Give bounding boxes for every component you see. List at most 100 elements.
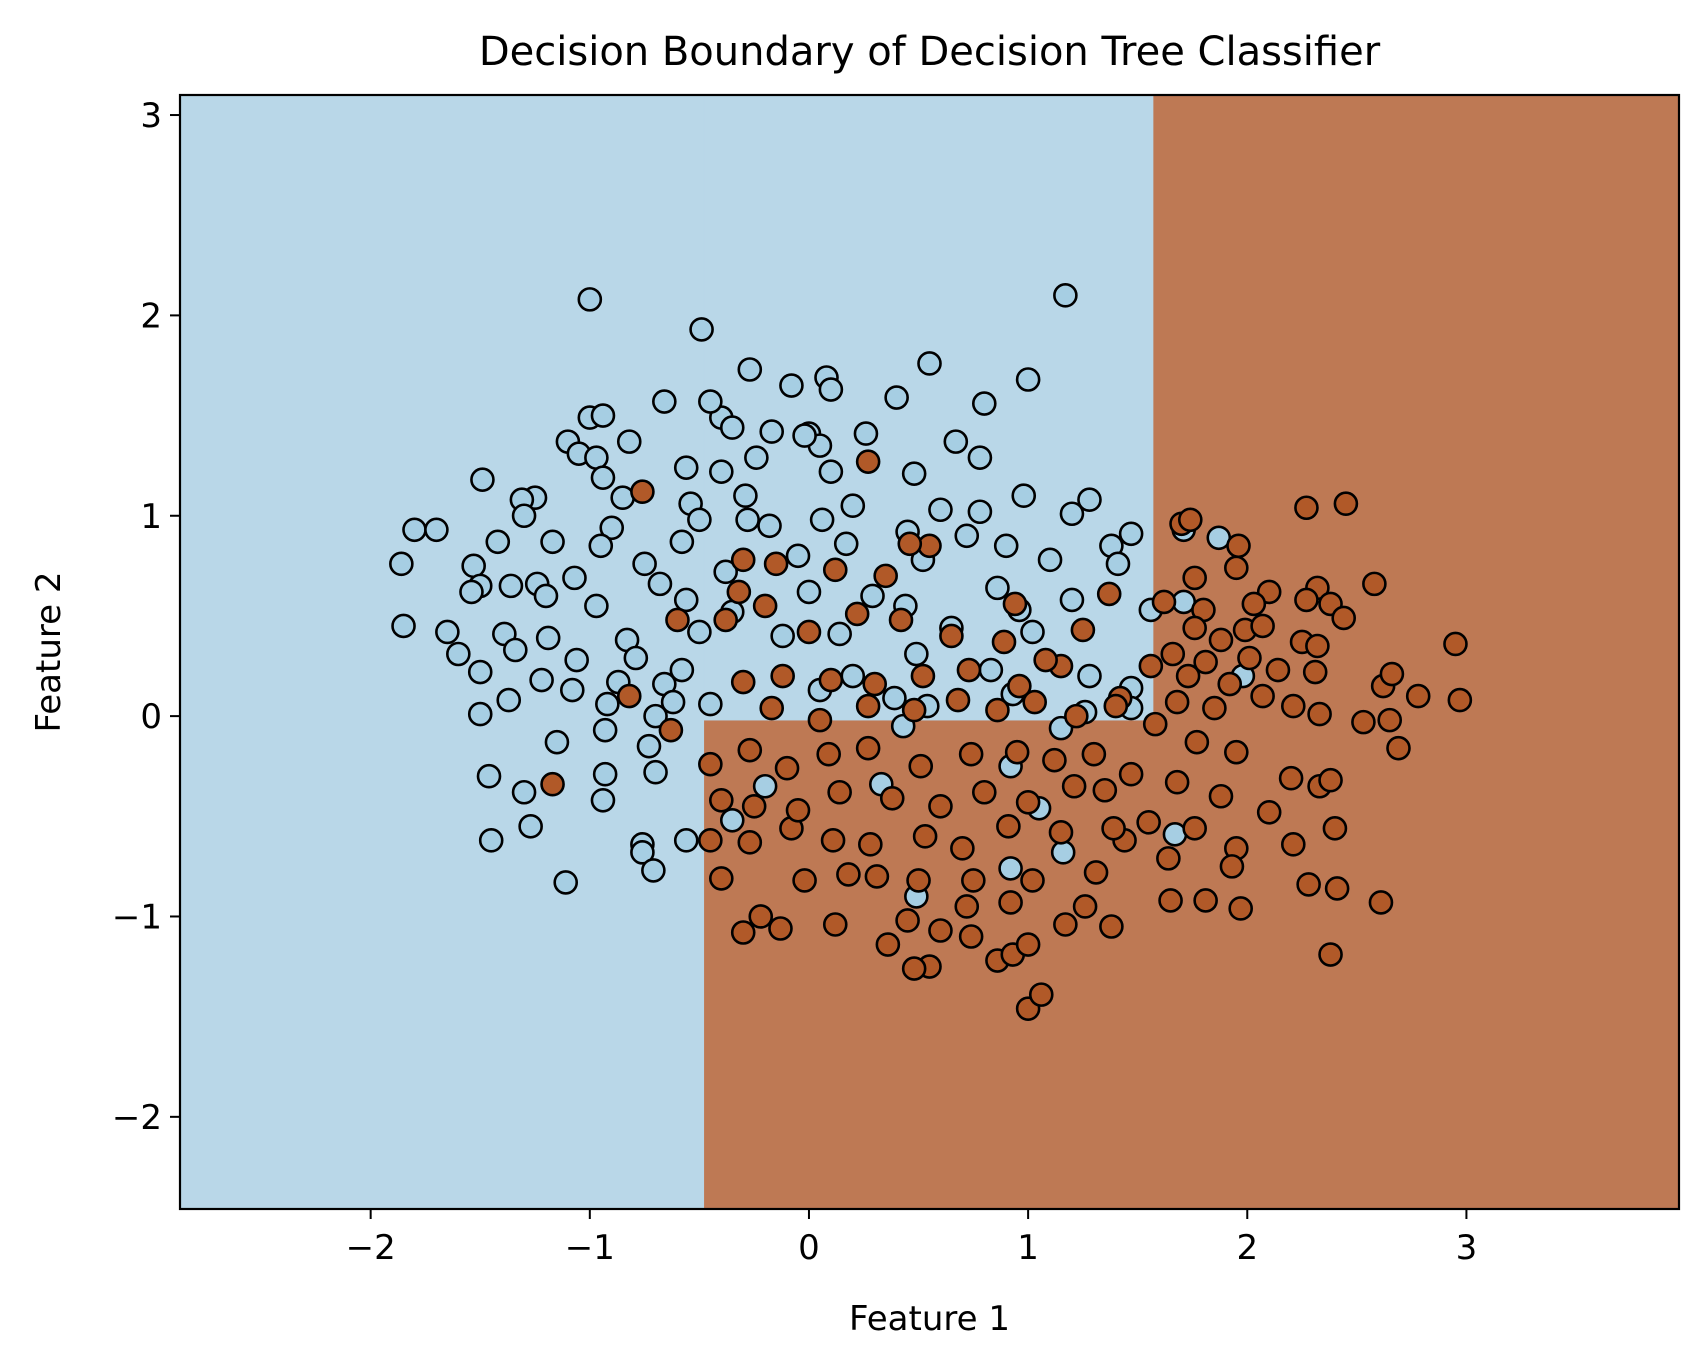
data-point-class-0	[478, 828, 504, 853]
data-point-class-1	[1156, 846, 1181, 871]
data-point-class-0	[590, 465, 616, 490]
data-point-class-0	[459, 579, 484, 605]
data-point-class-1	[855, 449, 881, 474]
data-point-class-1	[1302, 659, 1328, 685]
data-point-class-0	[1011, 483, 1037, 509]
data-point-class-1	[1193, 649, 1218, 675]
data-point-class-1	[1002, 591, 1028, 617]
data-point-class-1	[1175, 663, 1201, 689]
data-point-class-0	[840, 493, 866, 519]
data-point-class-1	[1324, 876, 1350, 901]
data-point-class-1	[698, 828, 723, 853]
data-point-class-0	[389, 551, 414, 577]
data-point-class-0	[641, 858, 666, 883]
data-point-class-0	[424, 517, 449, 543]
data-point-class-1	[1202, 695, 1227, 721]
data-point-class-0	[391, 613, 416, 639]
data-point-class-1	[1151, 589, 1177, 615]
data-point-class-1	[1307, 701, 1332, 727]
data-point-class-0	[1015, 367, 1041, 392]
decision-region-class-1	[1152, 94, 1680, 1210]
data-point-class-0	[833, 531, 859, 557]
data-point-class-1	[901, 697, 927, 723]
data-point-class-0	[559, 677, 585, 703]
data-point-class-1	[1138, 653, 1164, 679]
data-point-class-1	[1333, 491, 1359, 517]
data-point-class-1	[958, 741, 984, 767]
data-point-class-0	[759, 419, 785, 444]
data-point-class-0	[687, 507, 712, 533]
data-point-class-1	[958, 924, 984, 949]
data-point-class-1	[658, 717, 684, 743]
data-point-class-1	[910, 663, 936, 689]
data-point-class-0	[647, 571, 673, 597]
data-point-class-0	[467, 659, 493, 685]
decision-region-class-0	[179, 94, 705, 1210]
data-point-class-1	[730, 669, 756, 695]
data-point-class-1	[1092, 777, 1118, 803]
data-point-class-0	[719, 808, 745, 833]
data-point-class-1	[1265, 657, 1291, 683]
data-point-class-1	[1004, 739, 1030, 765]
data-point-class-0	[943, 429, 969, 454]
data-point-class-0	[652, 389, 677, 414]
data-point-class-0	[785, 543, 811, 569]
data-point-class-1	[1447, 687, 1473, 713]
data-point-class-1	[1386, 735, 1411, 761]
data-point-class-1	[792, 868, 817, 893]
data-point-class-0	[985, 575, 1010, 601]
data-point-class-1	[908, 753, 934, 779]
data-point-class-1	[822, 557, 848, 583]
x-axis-label: Feature 1	[849, 1299, 1010, 1339]
data-point-class-1	[858, 832, 883, 857]
data-point-class-0	[1105, 551, 1131, 577]
data-point-class-1	[1072, 894, 1098, 919]
data-point-class-0	[917, 351, 942, 376]
data-point-class-0	[719, 415, 745, 440]
data-point-class-1	[1379, 661, 1405, 687]
data-point-class-1	[836, 862, 861, 887]
data-point-class-0	[660, 689, 686, 715]
data-point-class-1	[737, 737, 763, 763]
data-point-class-1	[1280, 693, 1306, 719]
data-point-class-0	[544, 729, 570, 755]
data-point-class-1	[1101, 816, 1126, 841]
data-point-class-0	[967, 499, 993, 525]
x-tick-label: 0	[798, 1228, 820, 1268]
data-point-class-0	[467, 701, 493, 727]
data-point-class-0	[818, 459, 844, 484]
y-tick-label: 0	[140, 697, 162, 737]
data-point-class-0	[643, 759, 668, 785]
data-point-class-0	[882, 685, 907, 711]
data-point-class-0	[698, 691, 723, 717]
data-point-class-0	[496, 687, 522, 713]
data-point-class-0	[884, 385, 909, 410]
data-point-class-1	[1318, 942, 1343, 967]
data-point-class-0	[518, 814, 543, 839]
data-point-class-1	[1224, 555, 1249, 581]
data-point-class-1	[950, 836, 975, 861]
data-point-class-1	[818, 667, 844, 693]
y-tick-label: 2	[140, 296, 162, 336]
data-point-class-0	[928, 497, 953, 523]
data-point-class-0	[1077, 487, 1102, 513]
data-point-class-0	[744, 445, 769, 470]
x-tick-label: −1	[565, 1228, 615, 1268]
data-point-class-1	[939, 623, 964, 649]
data-point-class-1	[855, 693, 881, 719]
data-point-class-0	[1059, 587, 1085, 613]
data-point-class-1	[713, 607, 738, 633]
data-point-class-1	[1250, 613, 1275, 639]
data-point-class-1	[1368, 890, 1394, 915]
data-point-class-1	[1064, 703, 1089, 729]
data-point-class-0	[673, 587, 699, 613]
data-point-class-1	[1208, 627, 1234, 653]
data-point-class-1	[785, 797, 811, 823]
data-point-class-1	[901, 956, 927, 981]
data-point-class-1	[630, 479, 655, 505]
data-point-class-0	[588, 533, 614, 559]
data-point-class-0	[818, 377, 844, 402]
y-axis-ticks: −2 −1 0 1 2 3	[112, 96, 180, 1138]
data-point-class-1	[1219, 854, 1245, 879]
